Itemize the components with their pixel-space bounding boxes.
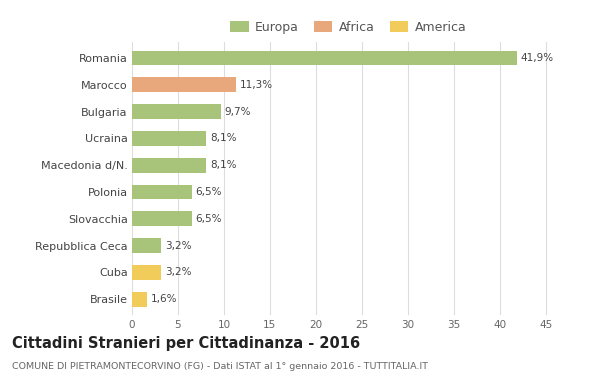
Bar (132, 104, 221, 119)
Bar (132, 292, 147, 307)
Text: 6,5%: 6,5% (196, 214, 222, 224)
Bar (132, 238, 161, 253)
Bar (132, 185, 192, 200)
Text: COMUNE DI PIETRAMONTECORVINO (FG) - Dati ISTAT al 1° gennaio 2016 - TUTTITALIA.I: COMUNE DI PIETRAMONTECORVINO (FG) - Dati… (12, 362, 428, 371)
Text: Cittadini Stranieri per Cittadinanza - 2016: Cittadini Stranieri per Cittadinanza - 2… (12, 336, 360, 351)
Text: 6,5%: 6,5% (196, 187, 222, 197)
Text: 8,1%: 8,1% (210, 160, 236, 170)
Bar (132, 211, 192, 226)
Text: 3,2%: 3,2% (165, 241, 191, 251)
Text: 1,6%: 1,6% (151, 294, 177, 304)
Bar (132, 51, 517, 65)
Bar (132, 265, 161, 280)
Text: 3,2%: 3,2% (165, 268, 191, 277)
Bar (132, 131, 206, 146)
Text: 8,1%: 8,1% (210, 133, 236, 143)
Text: 41,9%: 41,9% (521, 53, 554, 63)
Bar (132, 158, 206, 173)
Text: 9,7%: 9,7% (225, 106, 251, 117)
Legend: Europa, Africa, America: Europa, Africa, America (230, 21, 466, 34)
Text: 11,3%: 11,3% (239, 80, 272, 90)
Bar (132, 78, 236, 92)
